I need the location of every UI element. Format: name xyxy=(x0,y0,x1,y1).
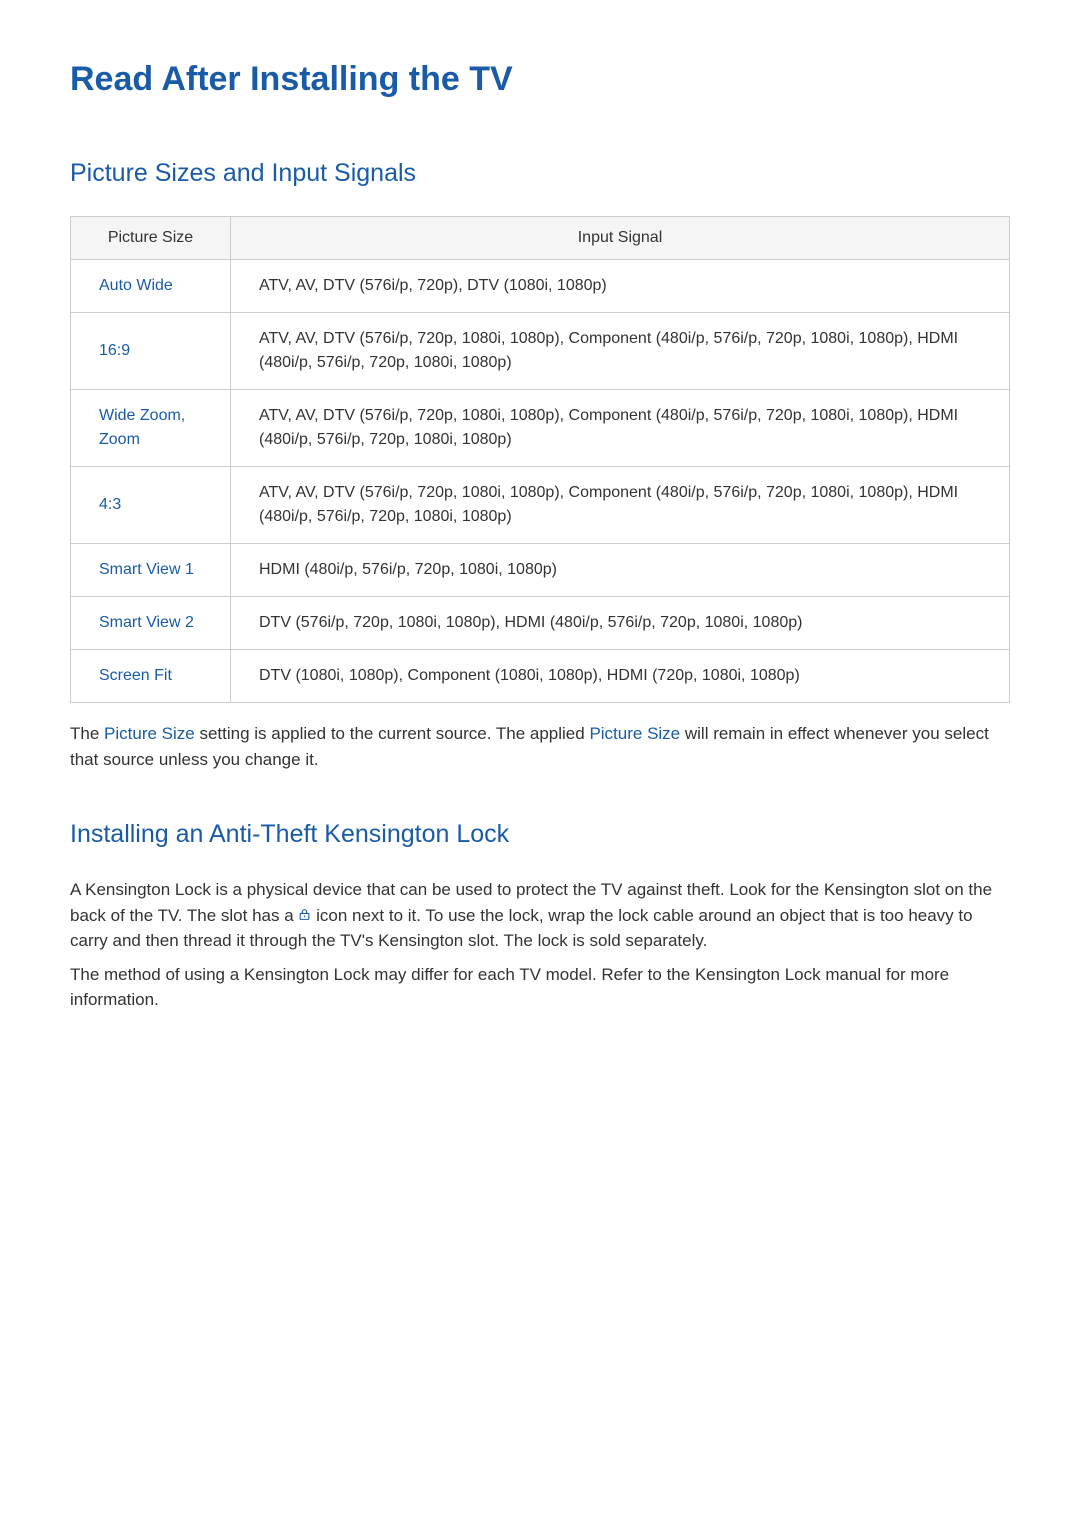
row-label: Smart View 2 xyxy=(71,597,231,650)
table-row: Smart View 2 DTV (576i/p, 720p, 1080i, 1… xyxy=(71,597,1010,650)
row-value: ATV, AV, DTV (576i/p, 720p, 1080i, 1080p… xyxy=(231,313,1010,390)
picture-size-note: The Picture Size setting is applied to t… xyxy=(70,721,1010,772)
row-label: 16:9 xyxy=(71,313,231,390)
row-value: ATV, AV, DTV (576i/p, 720p), DTV (1080i,… xyxy=(231,260,1010,313)
table-row: Screen Fit DTV (1080i, 1080p), Component… xyxy=(71,650,1010,703)
row-label: Screen Fit xyxy=(71,650,231,703)
table-row: Auto Wide ATV, AV, DTV (576i/p, 720p), D… xyxy=(71,260,1010,313)
row-label: Auto Wide xyxy=(71,260,231,313)
picture-size-table: Picture Size Input Signal Auto Wide ATV,… xyxy=(70,216,1010,703)
row-value: ATV, AV, DTV (576i/p, 720p, 1080i, 1080p… xyxy=(231,467,1010,544)
section-heading-kensington: Installing an Anti-Theft Kensington Lock xyxy=(70,820,1010,849)
row-label: Smart View 1 xyxy=(71,544,231,597)
note-text: setting is applied to the current source… xyxy=(195,724,590,743)
picture-size-link: Picture Size xyxy=(104,724,195,743)
picture-size-link: Picture Size xyxy=(589,724,680,743)
table-header-input-signal: Input Signal xyxy=(231,217,1010,260)
row-label: Wide Zoom, Zoom xyxy=(71,390,231,467)
kensington-paragraph-1: A Kensington Lock is a physical device t… xyxy=(70,877,1010,954)
row-value: DTV (1080i, 1080p), Component (1080i, 10… xyxy=(231,650,1010,703)
table-row: Smart View 1 HDMI (480i/p, 576i/p, 720p,… xyxy=(71,544,1010,597)
row-label: 4:3 xyxy=(71,467,231,544)
row-value: DTV (576i/p, 720p, 1080i, 1080p), HDMI (… xyxy=(231,597,1010,650)
table-row: 16:9 ATV, AV, DTV (576i/p, 720p, 1080i, … xyxy=(71,313,1010,390)
row-value: HDMI (480i/p, 576i/p, 720p, 1080i, 1080p… xyxy=(231,544,1010,597)
row-value: ATV, AV, DTV (576i/p, 720p, 1080i, 1080p… xyxy=(231,390,1010,467)
table-row: 4:3 ATV, AV, DTV (576i/p, 720p, 1080i, 1… xyxy=(71,467,1010,544)
table-row: Wide Zoom, Zoom ATV, AV, DTV (576i/p, 72… xyxy=(71,390,1010,467)
table-header-picture-size: Picture Size xyxy=(71,217,231,260)
lock-icon xyxy=(298,906,311,927)
section-heading-picture-sizes: Picture Sizes and Input Signals xyxy=(70,159,1010,188)
note-text: The xyxy=(70,724,104,743)
kensington-paragraph-2: The method of using a Kensington Lock ma… xyxy=(70,962,1010,1013)
page-title: Read After Installing the TV xyxy=(70,60,1010,99)
